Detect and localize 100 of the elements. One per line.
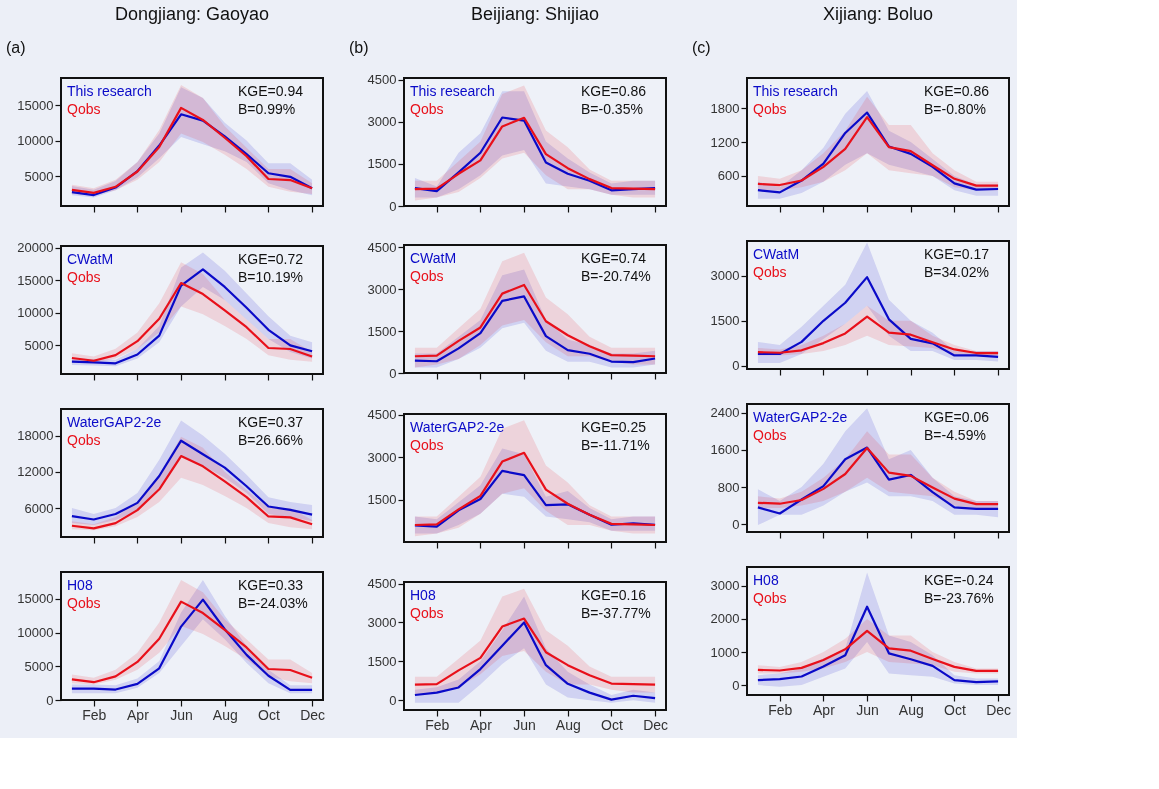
annotation: B=34.02% [924, 264, 989, 280]
annotation: B=-23.76% [924, 590, 994, 606]
annotation: KGE=0.74 [581, 250, 647, 266]
x-tick-label: Oct [258, 706, 280, 723]
x-tick-label: Aug [212, 706, 238, 723]
x-tick-label: Feb [82, 706, 107, 723]
line-series [70, 454, 314, 530]
text: This research [753, 83, 838, 99]
y-tick-label: 0 [732, 516, 740, 532]
text: WaterGAP2-2e [410, 419, 505, 435]
text: (b) [349, 39, 369, 56]
line-series [413, 283, 657, 358]
annotation: KGE=-0.24 [924, 572, 994, 588]
y-tick-label: 5000 [24, 658, 54, 674]
y-tick-label: 2400 [710, 405, 740, 421]
annotation: B=-24.03% [238, 595, 308, 611]
text: Qobs [410, 268, 444, 284]
x-tick-label: Apr [470, 716, 493, 733]
y-tick-label: 1500 [367, 653, 397, 669]
text: Qobs [410, 605, 444, 621]
y-tick-label: 800 [717, 479, 740, 495]
y-tick-label: 5000 [24, 168, 54, 184]
x-tick-label: Apr [127, 706, 150, 723]
y-tick-label: 0 [389, 692, 397, 708]
text: H08 [410, 587, 436, 603]
line-series [756, 629, 1000, 672]
y-tick-label: 0 [389, 198, 397, 214]
y-tick-label: 18000 [17, 428, 54, 444]
y-tick-label: 600 [717, 168, 740, 184]
annotation: B=-0.35% [581, 101, 643, 117]
x-tick-label: Jun [170, 706, 193, 723]
text: H08 [753, 572, 779, 588]
annotation: KGE=0.37 [238, 414, 304, 430]
y-tick-label: 4500 [367, 239, 397, 255]
x-tick-label: Feb [425, 716, 450, 733]
annotation: B=-20.74% [581, 268, 651, 284]
y-tick-label: 1200 [710, 134, 740, 150]
text: WaterGAP2-2e [753, 409, 848, 425]
text: Qobs [67, 101, 101, 117]
annotation: B=0.99% [238, 101, 296, 117]
text: Qobs [67, 595, 101, 611]
y-tick-label: 1000 [710, 644, 740, 660]
text: Qobs [753, 264, 787, 280]
y-tick-label: 0 [46, 692, 54, 708]
text: CWatM [67, 251, 114, 267]
line-series [413, 621, 657, 701]
y-tick-label: 0 [389, 365, 397, 381]
x-tick-label: Dec [986, 701, 1012, 718]
x-tick-label: Feb [768, 701, 793, 718]
chart-title: Beijiang: Shijiao [470, 4, 600, 24]
text: H08 [67, 577, 93, 593]
y-tick-label: 10000 [17, 305, 54, 321]
annotation: KGE=0.25 [581, 419, 647, 435]
text: Qobs [410, 437, 444, 453]
series-label: This research [410, 83, 495, 99]
y-tick-label: 3000 [710, 578, 740, 594]
y-tick-label: 1600 [710, 442, 740, 458]
x-tick-label: Dec [300, 706, 326, 723]
annotation: KGE=0.94 [238, 83, 304, 99]
y-tick-label: 15000 [17, 591, 54, 607]
annotation: KGE=0.86 [924, 83, 990, 99]
line-series [756, 605, 1000, 684]
annotation: B=10.19% [238, 269, 303, 285]
y-tick-label: 1500 [367, 323, 397, 339]
series-label: WaterGAP2-2e [67, 414, 162, 430]
line-series [756, 315, 1000, 355]
y-tick-label: 4500 [367, 72, 397, 88]
x-tick-label: Aug [898, 701, 924, 718]
text: Qobs [67, 432, 101, 448]
annotation: KGE=0.86 [581, 83, 647, 99]
y-tick-label: 20000 [17, 240, 54, 256]
y-tick-label: 4500 [367, 407, 397, 423]
annotation: KGE=0.06 [924, 409, 990, 425]
y-tick-label: 1500 [367, 492, 397, 508]
x-tick-label: Jun [856, 701, 879, 718]
y-tick-label: 3000 [710, 268, 740, 284]
y-tick-label: 1800 [710, 100, 740, 116]
x-tick-label: Dec [643, 716, 669, 733]
annotation: KGE=0.16 [581, 587, 647, 603]
y-tick-label: 3000 [367, 281, 397, 297]
y-tick-label: 2000 [710, 611, 740, 627]
text: Qobs [753, 590, 787, 606]
y-tick-label: 3000 [367, 449, 397, 465]
line-series [413, 295, 657, 364]
y-tick-label: 0 [732, 677, 740, 693]
y-tick-label: 4500 [367, 576, 397, 592]
y-tick-label: 3000 [367, 614, 397, 630]
text: (a) [6, 39, 26, 56]
chart-title: Dongjiang: Gaoyao [114, 4, 270, 24]
text: Qobs [410, 101, 444, 117]
annotation: KGE=0.72 [238, 251, 304, 267]
x-tick-label: Oct [944, 701, 966, 718]
text: CWatM [410, 250, 457, 266]
y-tick-label: 5000 [24, 337, 54, 353]
x-tick-label: Apr [813, 701, 836, 718]
text: CWatM [753, 246, 800, 262]
text: (c) [692, 39, 711, 56]
y-tick-label: 3000 [367, 114, 397, 130]
y-tick-label: 15000 [17, 97, 54, 113]
chart-title: Xijiang: Boluo [822, 4, 934, 24]
